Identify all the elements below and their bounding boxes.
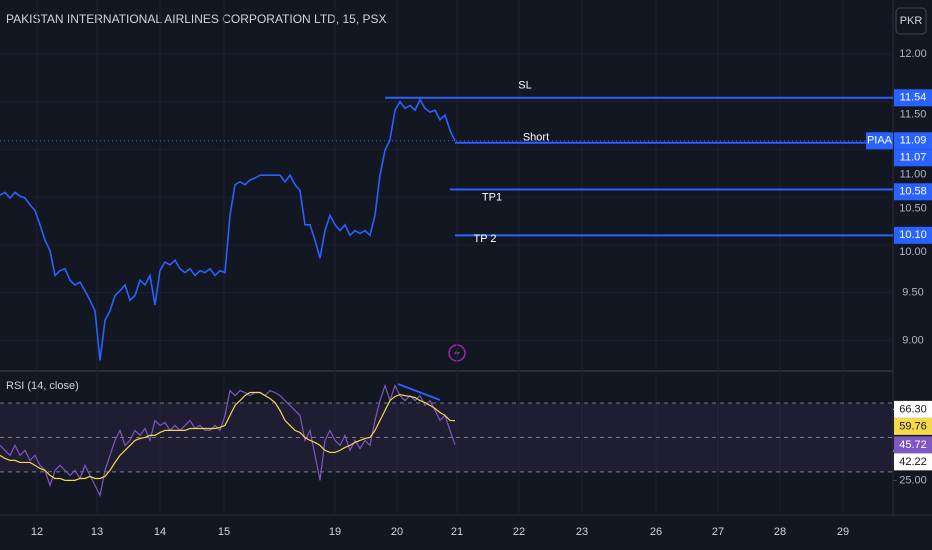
level-value-label: 11.54 (900, 92, 927, 104)
last-value-label: 11.09 (900, 135, 927, 147)
level-name: TP1 (482, 191, 502, 203)
level-name: Short (523, 132, 549, 144)
level-value-label: 10.58 (899, 186, 927, 198)
x-tick-label: 20 (391, 526, 403, 538)
level-name: TP 2 (473, 233, 496, 245)
level-value-label-box (894, 226, 932, 244)
level-value-label: 10.10 (899, 229, 927, 241)
y-tick-label: 9.50 (902, 287, 923, 299)
series-line (0, 98, 456, 361)
y-tick-label: 12.00 (899, 48, 927, 60)
y-tick-label: 9.00 (902, 334, 923, 346)
marker-label-box (894, 453, 932, 471)
rsi-band-fill (0, 403, 893, 472)
level-value-label-box (894, 149, 932, 167)
last-value-label: 59.76 (899, 420, 927, 432)
x-tick-label: 27 (712, 526, 724, 538)
level-value-label-box (894, 183, 932, 201)
last-value-label-box (894, 417, 932, 435)
level-value-label-box (894, 89, 932, 107)
x-tick-label: 19 (329, 526, 341, 538)
y-tick-label: 25.00 (899, 474, 927, 486)
x-tick-label: 12 (31, 526, 43, 538)
level-value-label: 11.07 (900, 152, 927, 164)
last-value-label-box (894, 132, 932, 150)
x-tick-label: 28 (774, 526, 786, 538)
x-tick-label: 15 (218, 526, 230, 538)
divergence-line (397, 383, 441, 401)
chart-title: PAKISTAN INTERNATIONAL AIRLINES CORPORAT… (6, 12, 387, 26)
x-tick-label: 14 (154, 526, 166, 538)
series-line (0, 383, 456, 498)
y-tick-label: 11.50 (900, 109, 927, 121)
x-tick-label: 23 (576, 526, 588, 538)
y-tick-label: 10.50 (899, 203, 927, 215)
y-tick-label: 10.00 (899, 246, 927, 258)
y-tick-label: 11.00 (900, 169, 927, 181)
marker-label: 42.22 (899, 456, 927, 468)
last-value-label-box (894, 436, 932, 454)
level-name: SL (518, 80, 531, 92)
currency-label[interactable]: PKR (900, 15, 923, 27)
symbol-box (866, 132, 893, 150)
series-line (0, 391, 456, 481)
x-tick-label: 13 (91, 526, 103, 538)
marker-label: 66.30 (899, 403, 927, 415)
x-tick-label: 29 (837, 526, 849, 538)
symbol-label: PIAA (867, 135, 893, 147)
currency-button[interactable] (895, 7, 927, 35)
rsi-title: RSI (14, close) (6, 380, 79, 392)
x-tick-label: 21 (451, 526, 463, 538)
marker-label-box (894, 400, 932, 418)
last-value-label: 45.72 (899, 439, 927, 451)
x-tick-label: 22 (513, 526, 525, 538)
x-tick-label: 26 (650, 526, 662, 538)
